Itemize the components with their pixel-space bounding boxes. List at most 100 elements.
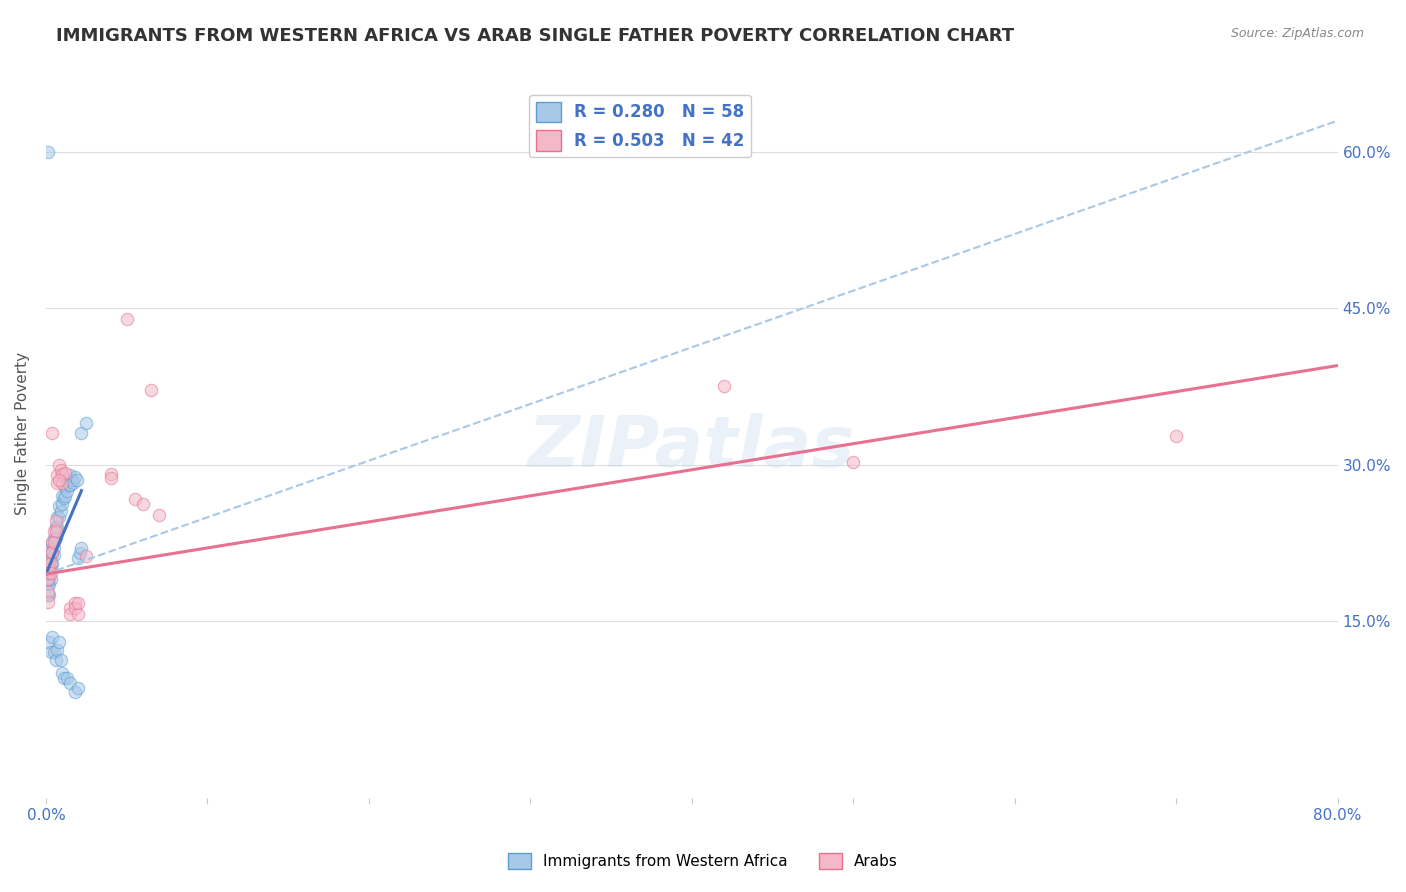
Point [37, 145, 59, 159]
Point [842, 455, 865, 469]
Point [39, 551, 62, 566]
Point [49, 653, 72, 667]
Point [42, 645, 65, 659]
Point [53, 481, 76, 495]
Point [115, 311, 138, 326]
Text: Source: ZipAtlas.com: Source: ZipAtlas.com [1230, 27, 1364, 40]
Point [51, 497, 73, 511]
Point [63, 601, 86, 615]
Point [45, 520, 67, 534]
Point [59, 478, 82, 492]
Point [37, 588, 59, 602]
Point [51, 467, 73, 481]
Point [42, 524, 65, 539]
Point [41, 534, 63, 549]
Point [39, 572, 62, 586]
Point [49, 504, 72, 518]
Point [39, 556, 62, 570]
Point [56, 671, 79, 685]
Point [58, 478, 80, 492]
Point [52, 671, 75, 685]
Point [67, 551, 90, 566]
Point [38, 577, 60, 591]
Point [41, 545, 63, 559]
Point [70, 426, 93, 441]
Point [37, 584, 59, 599]
Point [53, 466, 76, 480]
Point [41, 630, 63, 644]
Point [1166, 429, 1188, 443]
Point [69, 546, 91, 560]
Point [100, 467, 122, 481]
Point [70, 541, 93, 555]
Point [139, 383, 162, 397]
Point [63, 470, 86, 484]
Point [45, 524, 67, 539]
Point [59, 607, 82, 621]
Point [51, 476, 73, 491]
Point [41, 535, 63, 549]
Point [46, 476, 69, 491]
Point [713, 379, 735, 393]
Point [38, 566, 60, 581]
Point [148, 508, 170, 522]
Legend: Immigrants from Western Africa, Arabs: Immigrants from Western Africa, Arabs [502, 847, 904, 875]
Point [66, 473, 89, 487]
Point [45, 531, 67, 545]
Point [67, 607, 90, 621]
Point [63, 596, 86, 610]
Point [67, 596, 90, 610]
Point [39, 566, 62, 580]
Point [39, 545, 62, 559]
Point [38, 551, 60, 566]
Point [132, 497, 155, 511]
Point [63, 685, 86, 699]
Point [59, 467, 82, 482]
Point [37, 577, 59, 591]
Point [42, 531, 65, 545]
Point [38, 562, 60, 576]
Point [41, 557, 63, 571]
Point [53, 489, 76, 503]
Point [39, 562, 62, 576]
Point [75, 549, 97, 564]
Point [48, 509, 70, 524]
Point [48, 500, 70, 514]
Point [46, 509, 69, 524]
Point [124, 491, 146, 506]
Point [75, 416, 97, 430]
Point [37, 572, 59, 586]
Text: ZIPatlas: ZIPatlas [529, 413, 855, 483]
Point [41, 426, 63, 441]
Point [51, 489, 73, 503]
Point [39, 645, 62, 659]
Point [62, 476, 84, 491]
Point [37, 562, 59, 576]
Point [48, 634, 70, 648]
Point [46, 643, 69, 657]
Point [37, 572, 59, 586]
Point [100, 471, 122, 485]
Point [67, 681, 90, 695]
Point [37, 595, 59, 609]
Point [38, 566, 60, 580]
Point [39, 541, 62, 555]
Point [37, 562, 59, 576]
Legend: R = 0.280   N = 58, R = 0.503   N = 42: R = 0.280 N = 58, R = 0.503 N = 42 [529, 95, 751, 157]
Text: IMMIGRANTS FROM WESTERN AFRICA VS ARAB SINGLE FATHER POVERTY CORRELATION CHART: IMMIGRANTS FROM WESTERN AFRICA VS ARAB S… [56, 27, 1014, 45]
Point [51, 665, 73, 680]
Point [42, 534, 65, 549]
Point [59, 601, 82, 615]
Point [38, 588, 60, 602]
Point [42, 548, 65, 562]
Point [45, 653, 67, 667]
Point [56, 483, 79, 498]
Y-axis label: Single Father Poverty: Single Father Poverty [15, 351, 30, 515]
Point [52, 491, 75, 505]
Point [49, 463, 72, 477]
Point [45, 514, 67, 528]
Point [41, 546, 63, 560]
Point [46, 520, 69, 534]
Point [48, 473, 70, 487]
Point [38, 557, 60, 571]
